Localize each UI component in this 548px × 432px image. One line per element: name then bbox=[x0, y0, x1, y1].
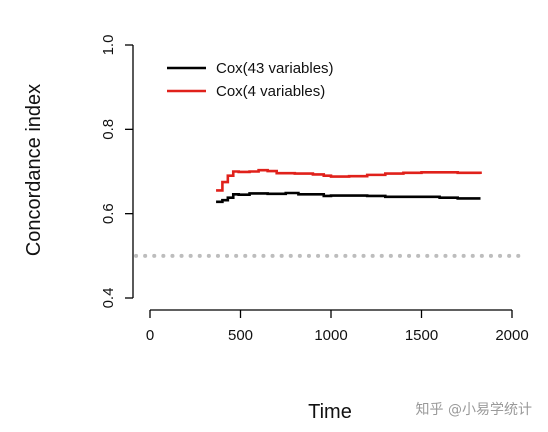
y-tick-label: 0.4 bbox=[100, 288, 117, 309]
y-tick-label: 0.8 bbox=[100, 119, 117, 140]
x-tick-label: 500 bbox=[228, 327, 253, 344]
series-group bbox=[216, 168, 482, 204]
x-tick-label: 1500 bbox=[405, 327, 438, 344]
watermark-text: 知乎 @小易学统计 bbox=[416, 401, 532, 418]
legend: Cox(43 variables) Cox(4 variables) bbox=[167, 60, 334, 100]
y-axis-title: Concordance index bbox=[23, 84, 45, 256]
x-tick-label: 1000 bbox=[314, 327, 347, 344]
legend-label: Cox(4 variables) bbox=[216, 83, 325, 100]
y-tick-label: 1.0 bbox=[100, 35, 117, 56]
x-tick-label: 0 bbox=[146, 327, 154, 344]
x-tick-label: 2000 bbox=[495, 327, 528, 344]
x-axis: 0 500 1000 1500 2000 bbox=[146, 309, 529, 344]
series-line-1 bbox=[216, 191, 481, 204]
y-axis: 0.4 0.6 0.8 1.0 bbox=[100, 35, 134, 309]
series-line-2 bbox=[216, 168, 482, 192]
x-axis-title: Time bbox=[308, 401, 352, 423]
y-tick-label: 0.6 bbox=[100, 203, 117, 224]
legend-label: Cox(43 variables) bbox=[216, 60, 334, 77]
